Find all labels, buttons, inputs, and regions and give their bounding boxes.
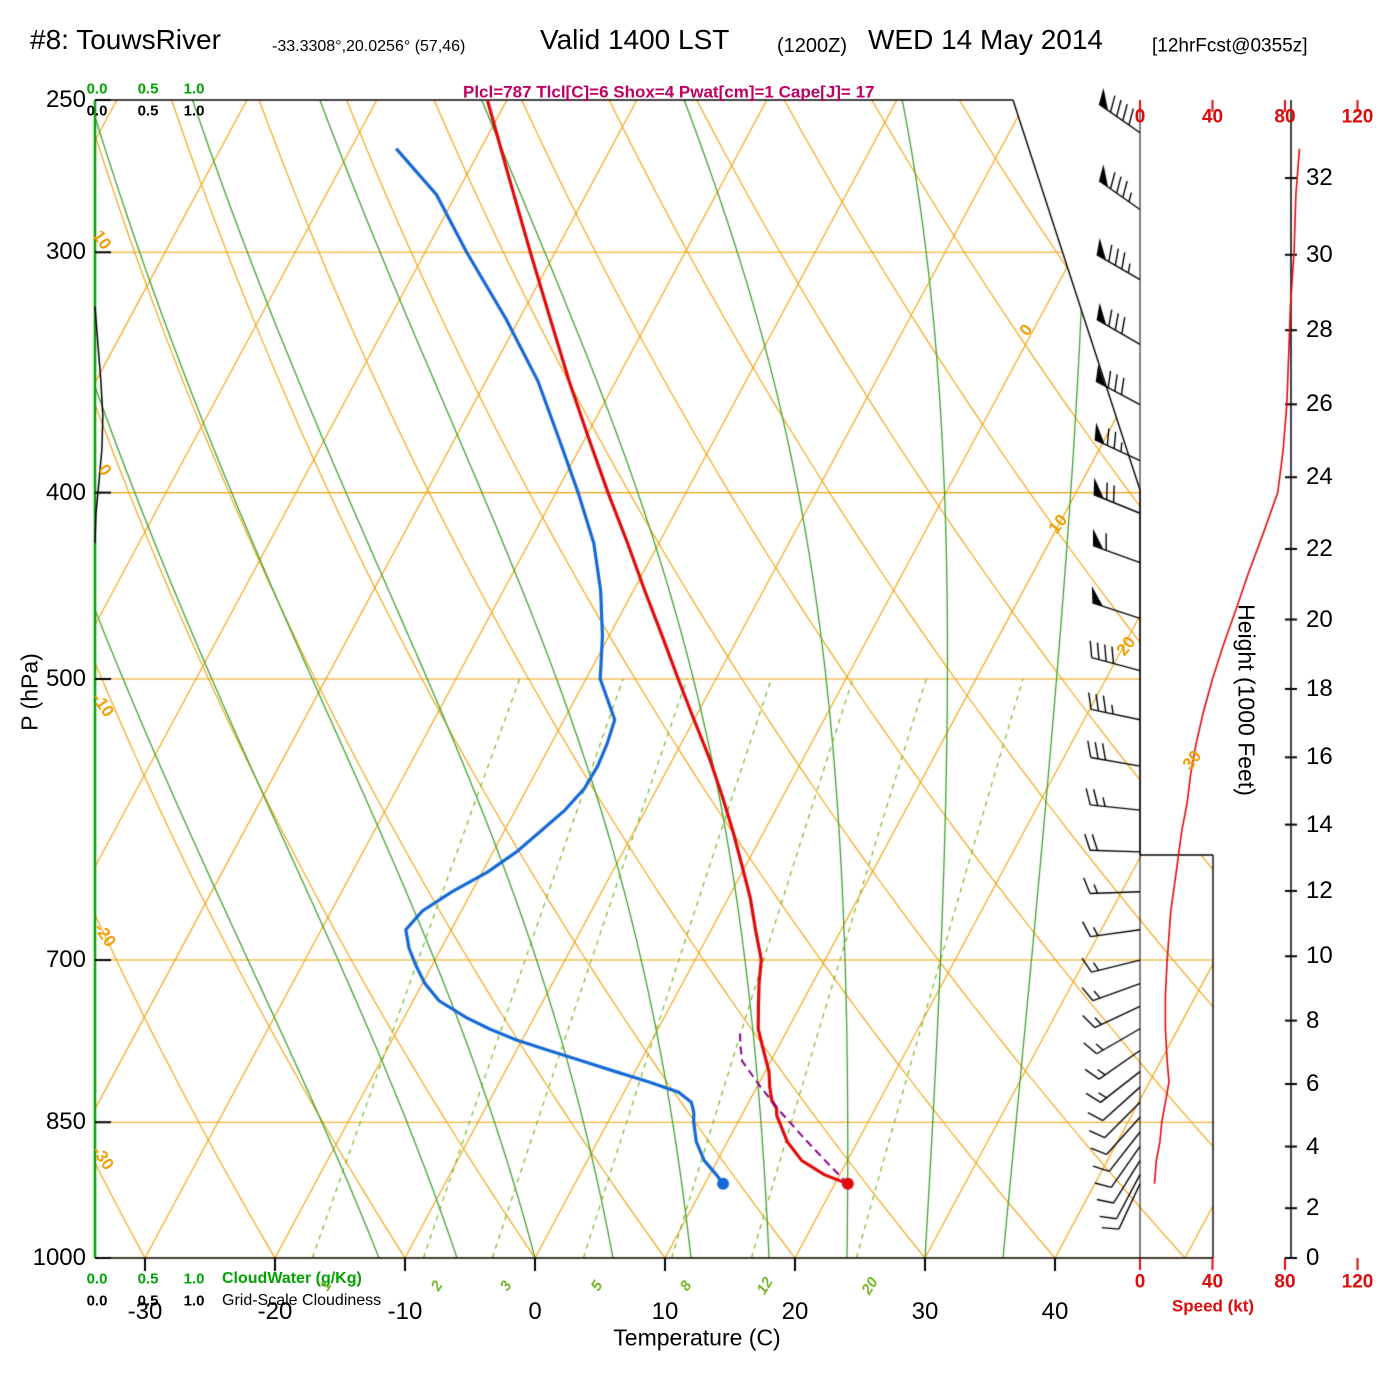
cloudiness-legend: Grid-Scale Cloudiness: [222, 1292, 382, 1309]
speed-tick-label-bottom: 0: [1134, 1271, 1146, 1293]
pressure-axis-title: P (hPa): [16, 653, 43, 731]
height-tick-label: 0: [1306, 1244, 1320, 1271]
height-tick-label: 12: [1306, 876, 1333, 904]
height-tick-label: 20: [1306, 605, 1333, 633]
temperature-tick-label: 30: [911, 1298, 939, 1325]
height-tick-label: 16: [1306, 743, 1333, 771]
pressure-tick-label: 850: [45, 1108, 86, 1136]
speed-axis-title: Speed (kt): [1171, 1296, 1255, 1316]
valid-zulu: (1200Z): [777, 35, 848, 57]
temperature-axis-title: Temperature (C): [613, 1324, 781, 1351]
speed-tick-label-bottom: 120: [1341, 1271, 1374, 1293]
height-tick-label: 22: [1306, 534, 1333, 562]
height-tick-label: 4: [1306, 1132, 1320, 1160]
speed-tick-label-bottom: 40: [1201, 1271, 1224, 1293]
height-tick-label: 28: [1306, 316, 1333, 344]
cloudwater-tick-bottom: 0.5: [137, 1270, 159, 1288]
height-tick-label: 10: [1306, 942, 1333, 970]
pressure-tick-label: 250: [45, 86, 86, 113]
pressure-tick-label: 500: [45, 665, 86, 692]
cloudiness-tick-bottom: 1.0: [183, 1292, 205, 1310]
sounding-indices: Plcl=787 Tlcl[C]=6 Shox=4 Pwat[cm]=1 Cap…: [463, 82, 875, 102]
cloudiness-tick-top: 0.5: [137, 102, 159, 120]
height-axis-title: Height (1000 Feet): [1233, 604, 1260, 796]
pressure-tick-label: 1000: [32, 1244, 86, 1271]
cloudiness-tick-top: 0.0: [86, 102, 108, 120]
speed-tick-label-top: 40: [1201, 106, 1224, 128]
cloudwater-tick-top: 0.5: [137, 80, 159, 98]
cloudwater-tick-top: 1.0: [183, 80, 205, 98]
height-tick-label: 32: [1306, 164, 1333, 192]
height-tick-label: 26: [1306, 390, 1333, 418]
speed-tick-label-top: 120: [1341, 106, 1374, 128]
pressure-tick-label: 300: [45, 238, 86, 266]
height-tick-label: 18: [1306, 674, 1333, 702]
temperature-tick-label: -20: [257, 1298, 293, 1325]
valid-date: WED 14 May 2014: [868, 24, 1103, 55]
height-tick-label: 24: [1306, 463, 1333, 491]
forecast-tag: [12hrFcst@0355z]: [1152, 35, 1308, 57]
speed-tick-label-top: 80: [1274, 106, 1296, 128]
speed-tick-label-bottom: 80: [1274, 1271, 1296, 1293]
height-tick-label: 30: [1306, 240, 1333, 268]
cloudwater-tick-top: 0.0: [86, 80, 108, 98]
height-tick-label: 14: [1306, 810, 1333, 838]
height-tick-label: 2: [1306, 1194, 1320, 1222]
speed-tick-label-top: 0: [1134, 106, 1146, 128]
height-tick-label: 6: [1306, 1070, 1320, 1098]
temperature-tick-label: -30: [127, 1298, 163, 1325]
pressure-tick-label: 700: [45, 946, 86, 974]
cloudiness-tick-bottom: 0.5: [137, 1292, 159, 1310]
height-tick-label: 8: [1306, 1006, 1320, 1034]
cloudwater-tick-bottom: 1.0: [183, 1270, 205, 1288]
cloudiness-tick-top: 1.0: [183, 102, 205, 120]
temperature-tick-label: 0: [528, 1298, 542, 1325]
pressure-tick-label: 400: [45, 478, 86, 506]
cloudwater-tick-bottom: 0.0: [86, 1270, 108, 1288]
temperature-tick-label: -10: [387, 1298, 423, 1325]
cloudwater-legend: CloudWater (g/Kg): [222, 1270, 362, 1287]
cloudiness-tick-bottom: 0.0: [86, 1292, 108, 1310]
temperature-tick-label: 20: [781, 1298, 809, 1325]
temperature-tick-label: 10: [651, 1298, 679, 1325]
station-coords: -33.3308°,20.0256° (57,46): [272, 38, 466, 55]
station-title: #8: TouwsRiver: [30, 24, 221, 55]
valid-time: Valid 1400 LST: [540, 24, 730, 55]
temperature-tick-label: 40: [1041, 1298, 1069, 1325]
